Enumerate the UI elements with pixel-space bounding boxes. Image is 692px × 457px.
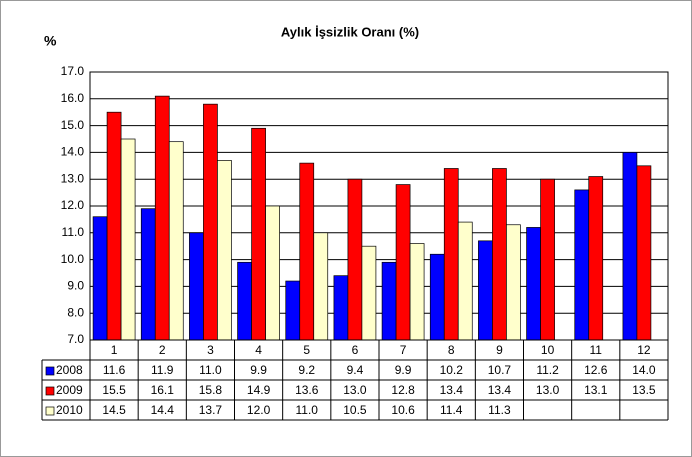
bar (526, 227, 541, 341)
table-cell: 11.0 (296, 403, 319, 417)
bar (429, 253, 445, 341)
y-tick-label: 10.0 (61, 252, 85, 266)
y-tick-label: 16.0 (61, 91, 85, 105)
x-tick-label: 4 (255, 343, 262, 357)
table-cell: 10.5 (343, 403, 367, 417)
bar (265, 205, 280, 341)
table-cell: 15.5 (102, 383, 126, 397)
table-cell: 13.1 (584, 383, 608, 397)
bar (154, 95, 170, 341)
table-cell: 14.0 (632, 363, 656, 377)
x-tick-label: 12 (637, 343, 651, 357)
table-cell: 12.8 (391, 383, 415, 397)
legend-swatch (45, 366, 55, 376)
bar (106, 111, 122, 341)
legend-swatch (45, 386, 55, 396)
bar (506, 224, 521, 341)
x-tick-label: 1 (111, 343, 118, 357)
table-cell: 9.2 (298, 363, 315, 377)
table-cell: 14.9 (247, 383, 271, 397)
table-cell: 11.3 (488, 403, 511, 417)
y-tick-label: 14.0 (61, 145, 85, 159)
y-tick-label: 11.0 (62, 225, 85, 239)
bar (443, 168, 459, 341)
legend-swatch (45, 406, 55, 416)
x-tick-label: 11 (590, 343, 603, 357)
bar (217, 160, 232, 341)
table-cell: 14.5 (102, 403, 126, 417)
x-tick-label: 9 (496, 343, 503, 357)
bar (492, 168, 507, 341)
table-cell: 9.4 (347, 363, 364, 377)
bar (251, 127, 266, 341)
table-cell: 13.6 (295, 383, 319, 397)
table-cell: 13.0 (343, 383, 367, 397)
bar (203, 103, 218, 341)
table-cell: 9.9 (395, 363, 412, 377)
bar (395, 184, 411, 341)
x-tick-label: 7 (400, 343, 407, 357)
x-tick-label: 5 (303, 343, 310, 357)
bar (168, 141, 184, 341)
y-tick-label: 13.0 (61, 171, 85, 185)
bar (347, 178, 363, 341)
legend-label: 2008 (56, 363, 83, 377)
x-tick-label: 8 (448, 343, 455, 357)
bar (409, 243, 425, 341)
table-cell: 11.4 (440, 403, 463, 417)
legend-label: 2009 (56, 383, 83, 397)
bar (622, 152, 638, 341)
bar (588, 176, 604, 341)
bar (574, 189, 590, 341)
table-cell: 10.2 (440, 363, 464, 377)
x-tick-label: 10 (541, 343, 555, 357)
table-cell: 12.6 (584, 363, 608, 377)
table-cell: 13.7 (199, 403, 223, 417)
bar (381, 261, 397, 341)
x-tick-label: 6 (352, 343, 359, 357)
bar (299, 162, 315, 341)
legend-label: 2010 (56, 403, 83, 417)
y-tick-label: 17.0 (61, 64, 85, 78)
y-tick-label: 8.0 (67, 305, 84, 319)
bar (120, 138, 136, 341)
y-axis-label: % (44, 33, 57, 49)
table-cell: 15.8 (199, 383, 223, 397)
bar (140, 208, 156, 341)
table-cell: 13.0 (536, 383, 560, 397)
table-cell: 11.9 (151, 363, 174, 377)
bar (478, 240, 493, 341)
y-tick-label: 12.0 (61, 198, 85, 212)
bar (92, 216, 108, 341)
y-tick-label: 9.0 (67, 279, 84, 293)
table-cell: 13.5 (632, 383, 656, 397)
bar (285, 280, 301, 341)
table-cell: 10.6 (391, 403, 415, 417)
x-tick-label: 2 (159, 343, 166, 357)
table-cell: 10.7 (488, 363, 512, 377)
table-cell: 14.4 (151, 403, 175, 417)
bar (361, 245, 377, 341)
table-cell: 11.6 (103, 363, 126, 377)
bar (333, 275, 349, 341)
y-tick-label: 15.0 (61, 118, 85, 132)
table-cell: 12.0 (247, 403, 271, 417)
bar (636, 165, 652, 341)
bar (189, 232, 204, 341)
table-cell: 13.4 (440, 383, 464, 397)
table-cell: 9.9 (250, 363, 267, 377)
y-tick-label: 7.0 (67, 332, 84, 346)
chart-title: Aylık İşsizlik Oranı (%) (281, 24, 419, 39)
bar (237, 261, 252, 341)
bar (457, 221, 473, 341)
table-cell: 13.4 (488, 383, 512, 397)
x-tick-label: 3 (207, 343, 214, 357)
table-cell: 16.1 (151, 383, 175, 397)
table-cell: 11.2 (536, 363, 559, 377)
table-cell: 11.0 (199, 363, 222, 377)
bar (540, 178, 555, 341)
bar (313, 232, 329, 341)
